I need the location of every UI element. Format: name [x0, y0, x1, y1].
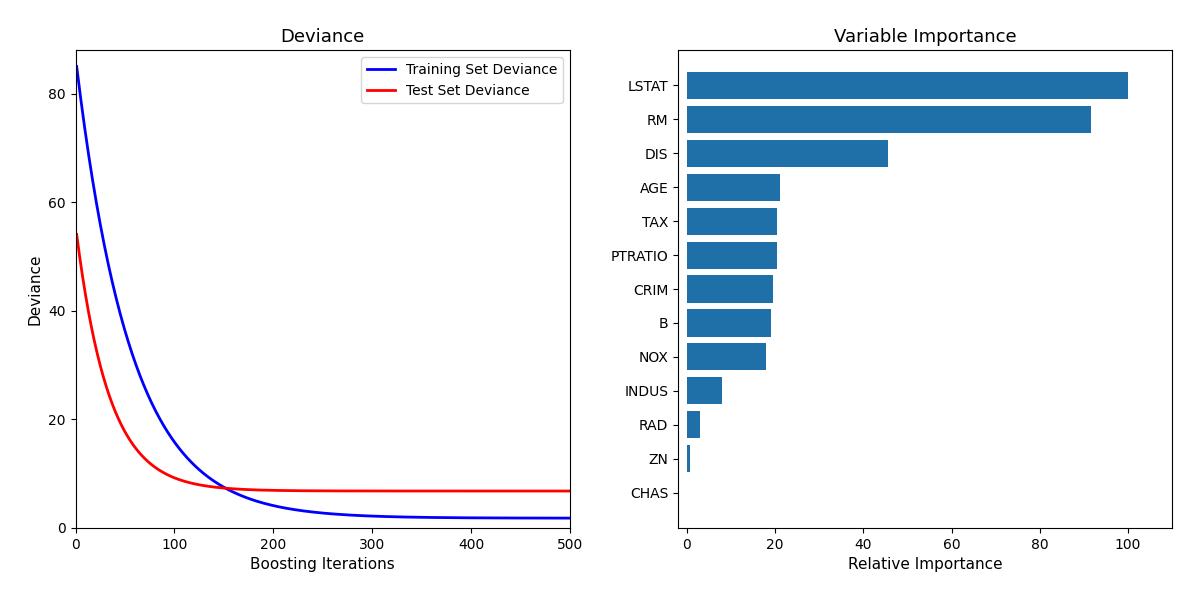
Bar [686, 140, 888, 167]
Line: Test Set Deviance: Test Set Deviance [77, 235, 570, 491]
Test Set Deviance [362, 487, 377, 494]
Test Set Deviance [304, 487, 318, 494]
Line: Training Set Deviance: Training Set Deviance [77, 67, 570, 518]
Training Set Deviance [362, 512, 377, 520]
Test Set Deviance [551, 487, 565, 494]
Training Set Deviance [304, 508, 318, 515]
Training Set Deviance [70, 63, 84, 70]
Bar [686, 106, 1091, 133]
Test Set Deviance [474, 487, 488, 494]
Legend: Training Set Deviance, Test Set Deviance: Training Set Deviance, Test Set Deviance [361, 57, 563, 103]
X-axis label: Boosting Iterations: Boosting Iterations [251, 557, 395, 572]
Bar [686, 208, 778, 235]
Y-axis label: Deviance: Deviance [28, 253, 43, 325]
Title: Variable Importance: Variable Importance [834, 28, 1016, 46]
Test Set Deviance [307, 487, 322, 494]
Bar [686, 310, 770, 337]
Title: Deviance: Deviance [281, 28, 365, 46]
Training Set Deviance [336, 511, 350, 518]
Bar [686, 343, 767, 370]
Test Set Deviance [336, 487, 350, 494]
Test Set Deviance [563, 487, 577, 494]
Training Set Deviance [551, 515, 565, 522]
Bar [686, 445, 690, 472]
Bar [686, 242, 776, 269]
Test Set Deviance [70, 231, 84, 238]
Training Set Deviance [307, 509, 322, 516]
Bar [686, 275, 773, 302]
Bar [686, 72, 1128, 99]
Bar [686, 173, 780, 201]
Training Set Deviance [474, 514, 488, 521]
Bar [686, 377, 722, 404]
Bar [686, 411, 700, 439]
X-axis label: Relative Importance: Relative Importance [848, 557, 1002, 572]
Training Set Deviance [563, 515, 577, 522]
